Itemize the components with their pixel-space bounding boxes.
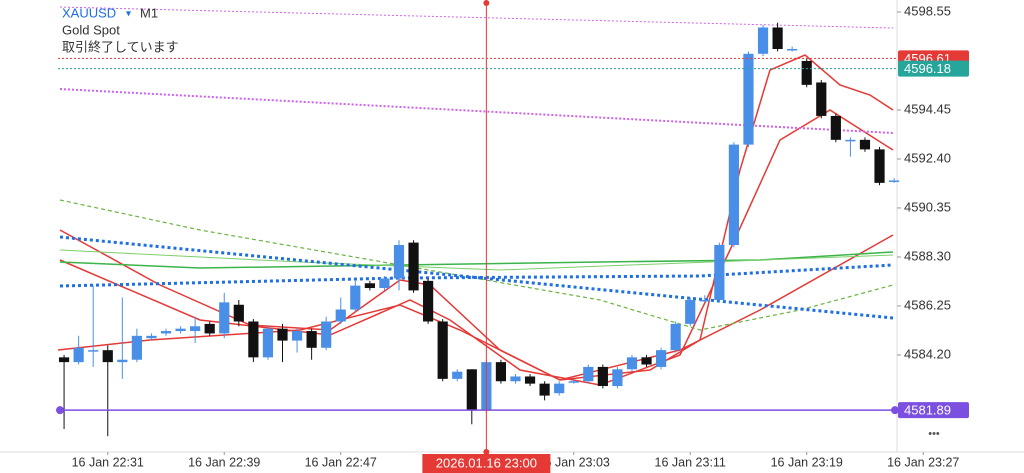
candle-body — [131, 335, 142, 360]
candle-body — [510, 376, 521, 382]
x-tick-label: 16 Jan 22:47 — [305, 455, 377, 469]
candle-body — [466, 369, 477, 410]
candle-body — [146, 335, 157, 339]
crosshair-label: 2026.01.16 23:00 — [436, 455, 537, 470]
candle-body — [772, 27, 783, 50]
candle-body — [612, 369, 623, 387]
candle-body — [364, 283, 375, 289]
candle-body — [685, 299, 696, 324]
candle-body — [830, 115, 841, 140]
candle-body — [350, 285, 361, 310]
crosshair-handle — [483, 449, 490, 455]
trend-line — [59, 6, 894, 29]
candle-body — [321, 321, 332, 348]
crosshair-handle — [483, 0, 490, 6]
x-tick-label: 16 Jan 22:39 — [188, 455, 260, 469]
symbol-menu[interactable]: ▾ — [126, 9, 131, 20]
candle-body — [641, 357, 652, 365]
candle-body — [888, 180, 900, 182]
instrument-name: Gold Spot — [62, 22, 120, 37]
candle-body — [277, 328, 288, 341]
candle-body — [102, 350, 113, 363]
ma-line — [59, 199, 894, 331]
candle-body — [408, 242, 419, 291]
candle-body — [859, 139, 871, 150]
y-tick-label: 4598.55 — [904, 3, 951, 18]
candle-body — [248, 321, 259, 358]
level-handle — [891, 406, 899, 415]
candle-body — [787, 49, 798, 51]
candle-body — [335, 309, 346, 322]
candle-body — [699, 299, 710, 302]
candle-body — [393, 245, 405, 279]
candle-body — [626, 357, 638, 370]
candle-body — [423, 280, 434, 322]
candle-body — [233, 304, 244, 322]
candle-body — [670, 323, 681, 351]
y-tick-label: 4590.35 — [904, 199, 951, 214]
x-tick-label: 16 Jan 23:11 — [655, 455, 726, 469]
candle-body — [816, 82, 827, 116]
indicators — [57, 6, 894, 386]
ma-line — [59, 109, 894, 386]
candle-body — [88, 350, 99, 352]
level-handle — [56, 406, 64, 415]
candle-body — [656, 350, 667, 367]
candle-body — [204, 323, 215, 334]
trend-line — [59, 88, 894, 134]
candle-body — [117, 359, 128, 363]
candle-body — [801, 60, 812, 85]
candle-body — [160, 331, 172, 334]
x-tick-label: 16 Jan 23:27 — [887, 455, 959, 469]
market-status: 取引終了しています — [62, 39, 179, 54]
symbol[interactable]: XAUUSD — [62, 5, 116, 20]
candle-body — [743, 53, 754, 145]
candle-body — [583, 366, 594, 382]
ma-line — [59, 54, 894, 381]
candle-body — [728, 144, 740, 246]
y-tick-label: 4594.45 — [904, 101, 951, 116]
trend-line — [59, 263, 894, 288]
ma-line — [59, 251, 894, 269]
candle-body — [874, 149, 885, 183]
candle-body — [757, 27, 769, 54]
timeframe[interactable]: M1 — [140, 5, 158, 20]
x-tick-label: 16 Jan 22:31 — [72, 455, 144, 469]
price-level-box — [898, 60, 969, 77]
y-tick-label: 4592.40 — [904, 150, 951, 165]
candle-body — [714, 245, 725, 300]
candle-body — [452, 371, 463, 379]
candle-body — [379, 278, 390, 289]
candle-body — [190, 326, 201, 332]
candle-body — [495, 362, 507, 382]
candle-body — [175, 328, 186, 332]
trend-line — [59, 235, 894, 320]
price-level-label: 4581.89 — [904, 403, 951, 418]
candle-body — [845, 139, 856, 142]
y-tick-label: 4584.20 — [904, 346, 951, 361]
candle-body — [524, 376, 536, 384]
x-tick-label: 16 Jan 23:03 — [538, 455, 610, 469]
candle-body — [219, 302, 230, 334]
candle-body — [597, 366, 608, 387]
candle-body — [539, 383, 550, 396]
price-level-box — [898, 402, 969, 419]
ma-line — [57, 234, 894, 381]
candle-body — [437, 321, 448, 379]
candle-body — [58, 357, 70, 363]
candle-body — [73, 347, 84, 363]
candle-body — [291, 331, 303, 341]
candle-body — [306, 331, 317, 348]
more-button[interactable]: ••• — [928, 428, 940, 440]
y-tick-label: 4586.25 — [904, 297, 951, 312]
candle-body — [554, 383, 565, 394]
candle-body — [262, 328, 274, 358]
x-tick-label: 16 Jan 23:19 — [771, 455, 843, 469]
candle-body — [568, 381, 579, 383]
crosshair-box — [422, 454, 551, 473]
y-tick-label: 4588.30 — [904, 248, 951, 263]
price-level-label: 4596.18 — [904, 61, 951, 76]
